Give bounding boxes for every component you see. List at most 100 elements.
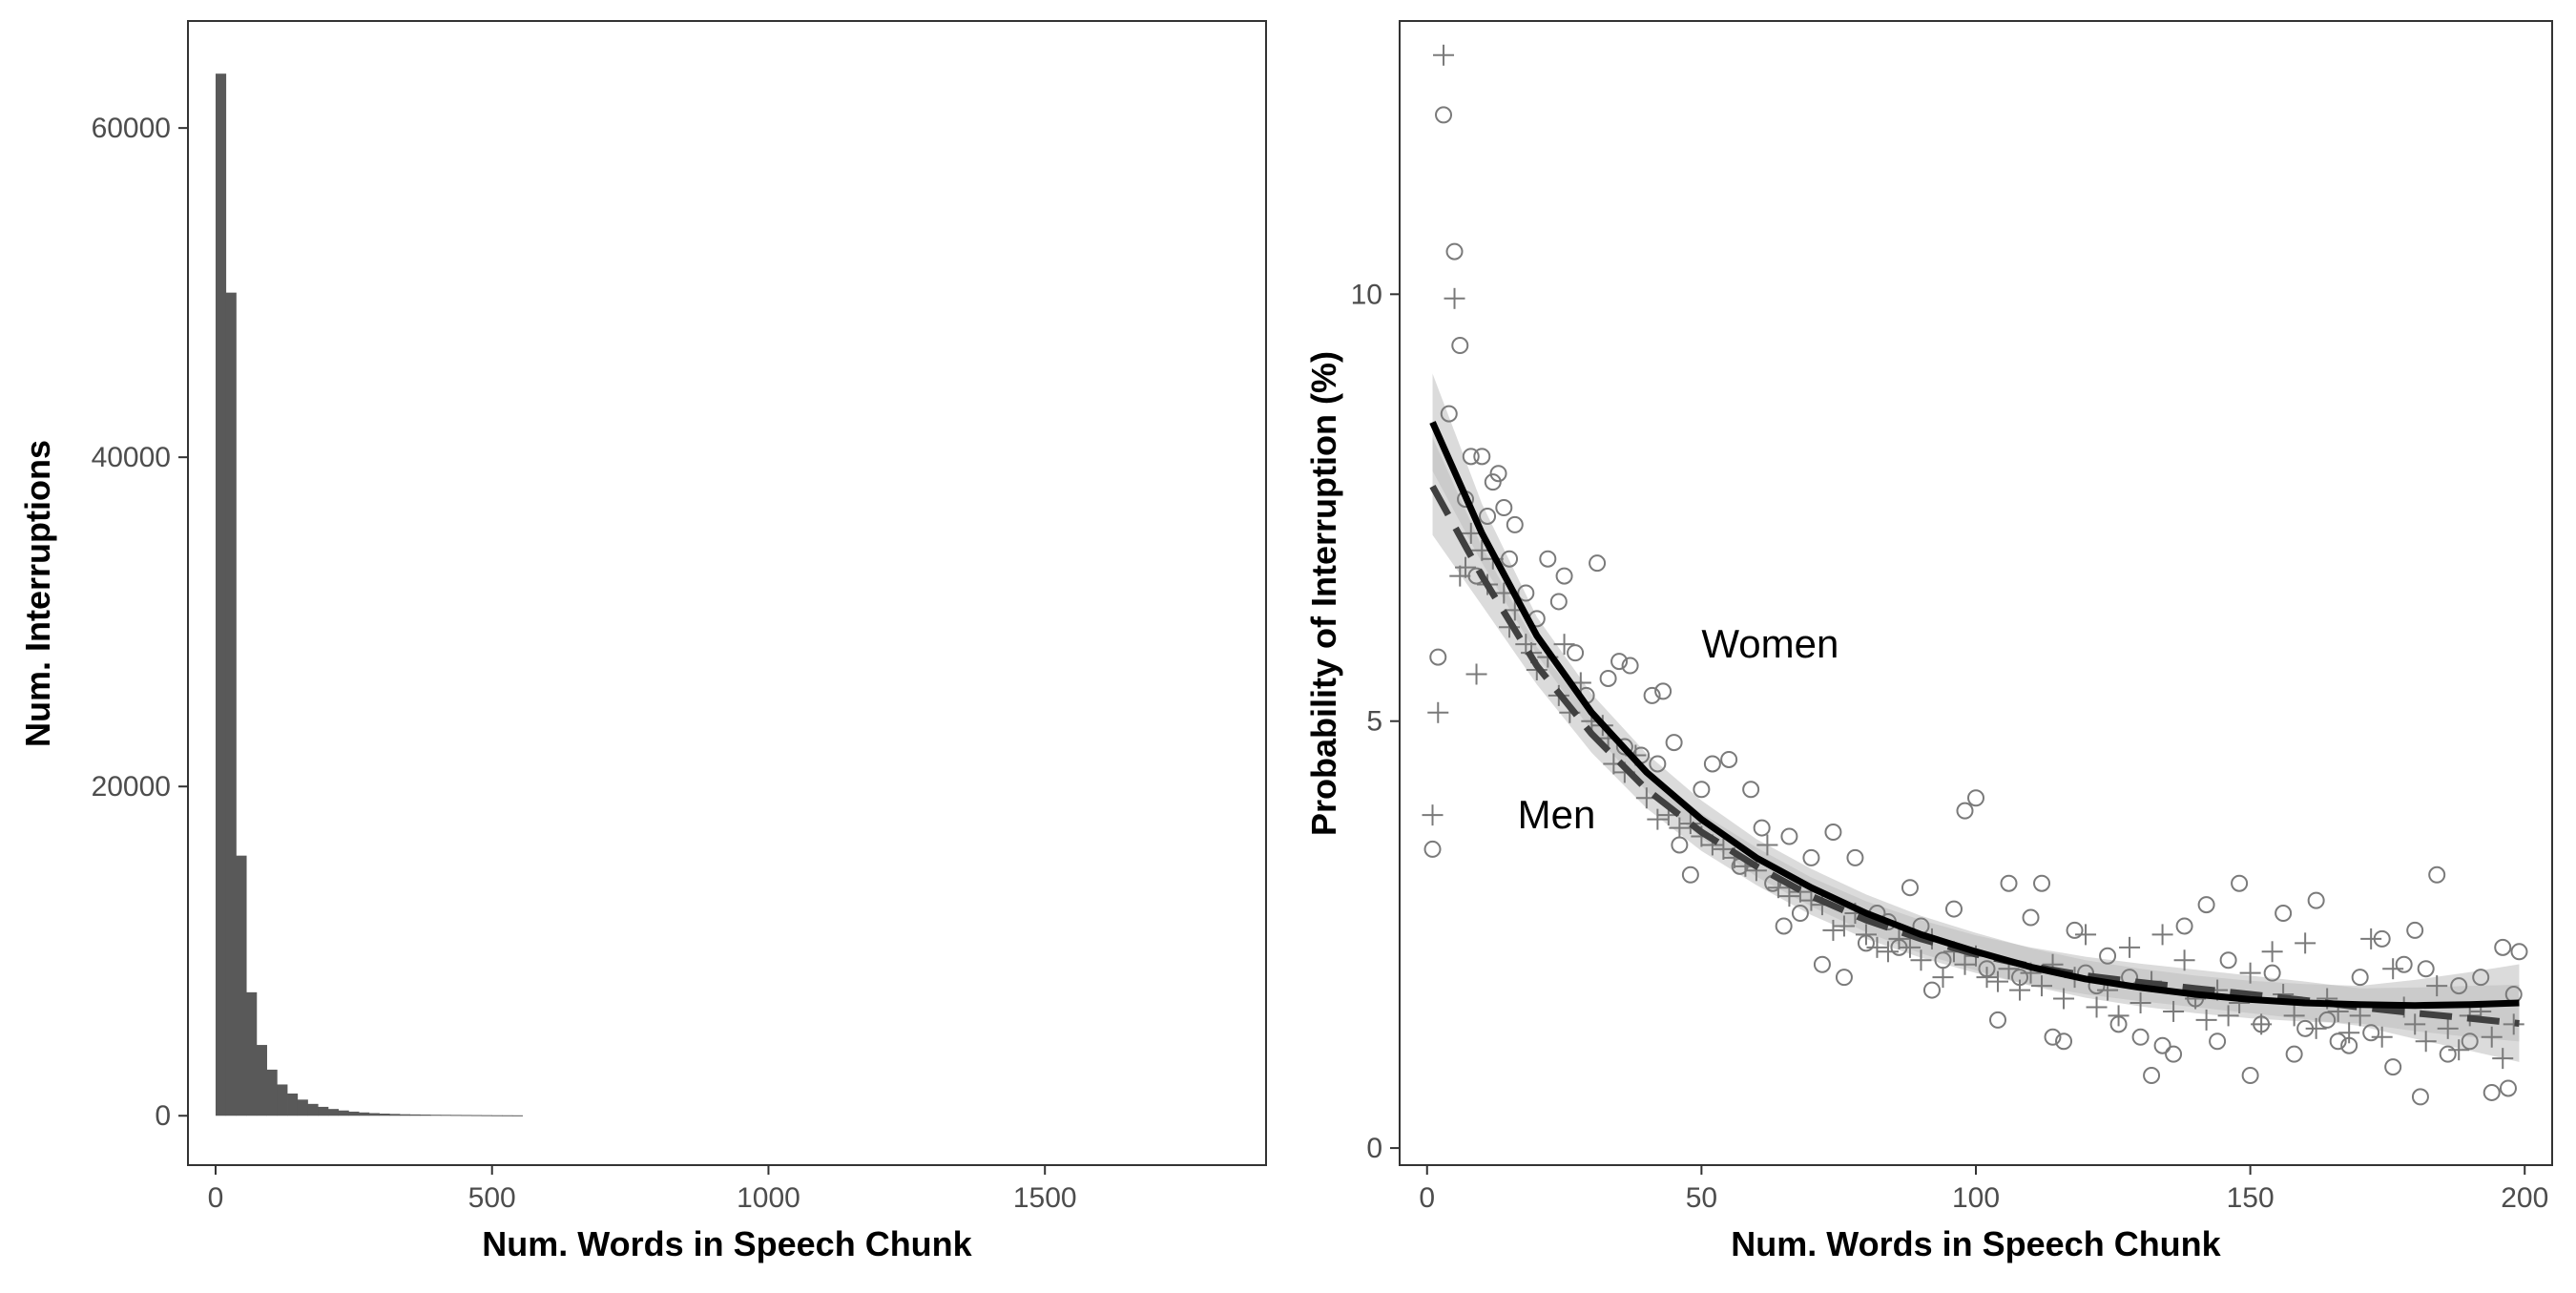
scatter-point-circle <box>1539 550 1557 568</box>
scatter-point-plus <box>2119 936 2141 958</box>
scatter-annotations: Women Men <box>1518 621 1839 837</box>
scatter-point-circle <box>1720 750 1738 768</box>
scatter-point-circle <box>1753 819 1771 837</box>
scatter-point-plus <box>2382 958 2404 980</box>
scatter-point-circle <box>1846 848 1864 866</box>
scatter-point-circle <box>2499 1079 2517 1097</box>
x-tick-label: 100 <box>1952 1182 2000 1214</box>
histogram-bar <box>450 1115 462 1116</box>
histogram-bar <box>246 991 258 1116</box>
scatter-point-circle <box>2461 1032 2479 1051</box>
scatter-point-plus <box>2217 1005 2239 1027</box>
scatter-point-plus <box>1756 834 1778 856</box>
scatter-point-plus <box>2415 1031 2437 1053</box>
scatter-point-plus <box>2129 991 2151 1013</box>
scatter-point-circle <box>1813 955 1831 973</box>
scatter-point-circle <box>1901 879 1919 897</box>
scatter-point-circle <box>2318 1011 2337 1029</box>
scatter-point-circle <box>1780 827 1798 845</box>
scatter-point-circle <box>1435 106 1453 124</box>
scatter-point-plus <box>1455 556 1477 578</box>
scatter-point-circle <box>2494 938 2512 956</box>
scatter-point-plus <box>1679 813 1701 835</box>
histogram-x-axis: 0 500 1000 1500 <box>208 1165 1077 1214</box>
scatter-point-circle <box>1555 567 1573 585</box>
scatter-point-circle <box>2022 908 2040 927</box>
scatter-point-plus <box>2031 975 2053 997</box>
scatter-point-circle <box>2066 921 2084 939</box>
scatter-point-plus <box>1553 634 1575 656</box>
histogram-panel: 0 500 1000 1500 0 20000 40000 60000 Num. Words… <box>18 20 1267 1263</box>
histogram-bar <box>277 1084 288 1116</box>
x-tick-label: 150 <box>2227 1182 2275 1214</box>
scatter-point-plus <box>1427 701 1449 723</box>
x-tick-label: 1000 <box>737 1182 800 1214</box>
scatter-point-circle <box>1451 337 1469 355</box>
scatter-point-plus <box>2163 1000 2185 1022</box>
scatter-point-circle <box>1549 593 1568 611</box>
histogram-bar <box>225 292 237 1116</box>
scatter-point-plus <box>2173 949 2195 971</box>
scatter-point-circle <box>1967 789 1984 807</box>
scatter-point-plus <box>2195 1009 2217 1031</box>
scatter-point-circle <box>1445 242 1464 261</box>
scatter-point-circle <box>1479 507 1497 525</box>
histogram-panel-border <box>187 20 1267 1166</box>
scatter-point-plus <box>1460 522 1482 544</box>
scatter-point-plus <box>2075 924 2097 946</box>
histogram-bar <box>440 1115 451 1116</box>
scatter-point-plus <box>2404 1013 2426 1035</box>
scatter-point-circle <box>2351 969 2369 987</box>
scatter-point-plus <box>2283 1005 2305 1027</box>
scatter-point-circle <box>2033 874 2051 892</box>
scatter-point-circle <box>2219 951 2237 970</box>
scatter-point-plus <box>1877 941 1899 963</box>
y-tick-label: 20000 <box>92 771 171 803</box>
scatter-point-circle <box>2395 955 2413 973</box>
histogram-bar <box>256 1045 267 1116</box>
histogram-bar <box>409 1114 421 1116</box>
scatter-point-circle <box>2000 874 2018 892</box>
scatter-point-circle <box>2153 1036 2171 1054</box>
scatter-y-axis: 0 5 10 <box>1351 279 1400 1164</box>
scatter-point-circle <box>1495 499 1513 517</box>
histogram-bar <box>307 1103 319 1116</box>
scatter-points <box>1422 44 2528 1106</box>
scatter-point-plus <box>1932 967 1954 989</box>
scatter-point-plus <box>2305 1017 2327 1039</box>
scatter-point-circle <box>2175 917 2193 935</box>
scatter-point-circle <box>1835 969 1853 987</box>
scatter-point-circle <box>2384 1058 2402 1076</box>
scatter-point-circle <box>1703 755 1721 773</box>
scatter-point-plus <box>1976 967 1998 989</box>
histogram-bar <box>338 1110 349 1116</box>
histogram-bar <box>359 1112 370 1116</box>
y-tick-label: 5 <box>1366 706 1382 738</box>
scatter-point-circle <box>1824 824 1842 842</box>
histogram-bar <box>236 855 247 1116</box>
scatter-point-plus <box>2448 1039 2470 1061</box>
scatter-point-plus <box>1465 663 1487 685</box>
scatter-point-circle <box>2241 1067 2259 1085</box>
scatter-point-circle <box>2044 1028 2062 1046</box>
scatter-point-circle <box>2307 891 2325 909</box>
histogram-y-axis: 0 20000 40000 60000 <box>92 113 188 1132</box>
scatter-point-circle <box>2209 1032 2227 1051</box>
scatter-panel: 0 50 100 150 200 0 5 10 Women Men Num. Words in… <box>1304 20 2553 1263</box>
scatter-point-circle <box>2143 1067 2161 1085</box>
histogram-bar <box>287 1093 299 1116</box>
histogram-bar <box>368 1113 380 1116</box>
histogram-bar <box>399 1114 411 1116</box>
scatter-point-circle <box>1589 554 1607 573</box>
scatter-point-circle <box>1567 644 1585 662</box>
scatter-point-plus <box>2426 975 2448 997</box>
scatter-point-circle <box>1654 682 1672 700</box>
scatter-x-axis-title: Num. Words in Speech Chunk <box>1731 1224 2221 1263</box>
scatter-x-axis: 0 50 100 150 200 <box>1419 1165 2548 1214</box>
x-tick-label: 0 <box>1419 1182 1435 1214</box>
scatter-point-circle <box>2450 977 2468 995</box>
scatter-point-plus <box>2503 1013 2524 1035</box>
scatter-point-circle <box>1956 802 1974 820</box>
scatter-point-plus <box>1449 565 1471 587</box>
